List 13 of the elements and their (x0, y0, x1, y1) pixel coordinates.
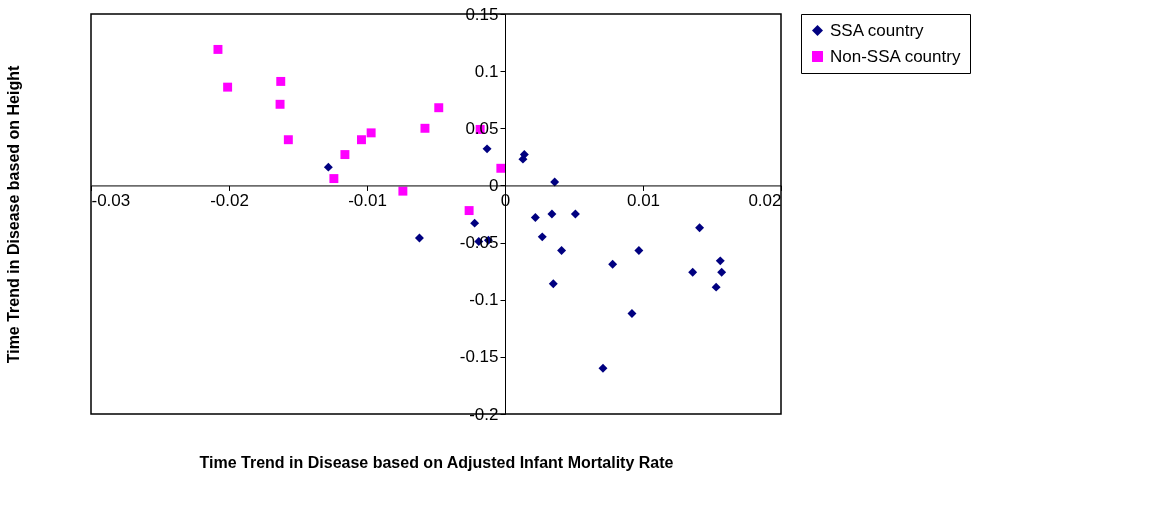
x-tick-label: -0.01 (348, 190, 387, 210)
x-tick-label: 0.01 (626, 190, 661, 210)
x-tick-label: -0.02 (210, 190, 249, 210)
y-axis-title: Time Trend in Disease based on Height (4, 65, 22, 364)
x-axis-title: Time Trend in Disease based on Adjusted Infant Mortality Rate (199, 453, 674, 471)
x-tick-label: -0.03 (91, 190, 131, 210)
y-tick-label: -0.15 (459, 347, 499, 367)
legend-label: SSA country (830, 20, 925, 40)
legend-label: Non-SSA country (830, 46, 961, 66)
y-tick-label: 0.05 (465, 118, 499, 138)
y-tick-label: -0.1 (469, 290, 499, 310)
y-tick-label: -0.05 (459, 233, 499, 253)
y-tick-label: 0.1 (474, 61, 499, 81)
